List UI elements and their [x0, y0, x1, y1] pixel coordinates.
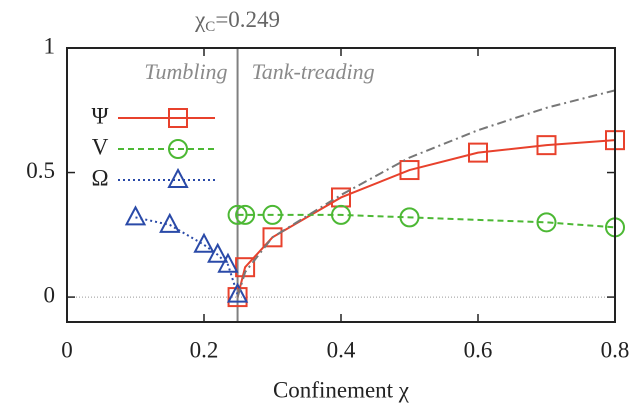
x-tick-label: 0: [61, 337, 73, 362]
legend-label: Ψ: [92, 103, 109, 128]
marker: [331, 204, 351, 225]
x-tick-label: 0.2: [190, 337, 219, 362]
series-line: [135, 216, 239, 295]
region-label: Tank-treading: [252, 59, 375, 84]
marker: [536, 135, 557, 156]
marker: [536, 212, 557, 233]
marker: [227, 204, 248, 225]
y-tick-label: 0.5: [26, 158, 55, 183]
x-tick-label: 0.6: [464, 337, 493, 362]
critical-label-tail: =0.249: [215, 7, 280, 32]
series-line: [236, 139, 616, 298]
marker: [468, 142, 488, 163]
legend-label: Ω: [91, 165, 108, 190]
marker: [399, 160, 420, 181]
critical-label-base: χ: [194, 7, 206, 32]
marker: [193, 232, 215, 253]
series-line: [237, 213, 616, 229]
marker: [226, 282, 249, 303]
marker: [399, 207, 420, 228]
y-tick-label: 1: [44, 33, 56, 58]
x-tick-label: 0.4: [327, 337, 356, 362]
legend-marker: [168, 108, 188, 128]
marker: [124, 205, 147, 226]
marker: [207, 242, 229, 263]
marker: [262, 204, 283, 225]
series-line: [236, 89, 616, 298]
legend-label: V: [92, 134, 109, 159]
marker: [159, 212, 181, 233]
region-label: Tumbling: [144, 59, 227, 84]
critical-label-sub: C: [205, 19, 215, 35]
x-axis-label: Confinement χ: [273, 377, 410, 402]
legend-marker: [167, 167, 189, 188]
marker: [235, 204, 256, 225]
marker: [227, 287, 248, 308]
legend-marker: [168, 139, 188, 159]
y-tick-label: 0: [44, 282, 56, 307]
marker: [235, 257, 256, 278]
critical-label: χC=0.249: [194, 7, 280, 35]
marker: [262, 227, 283, 248]
plot-frame: [66, 47, 616, 323]
x-tick-label: 0.8: [601, 337, 630, 362]
marker: [217, 252, 239, 273]
